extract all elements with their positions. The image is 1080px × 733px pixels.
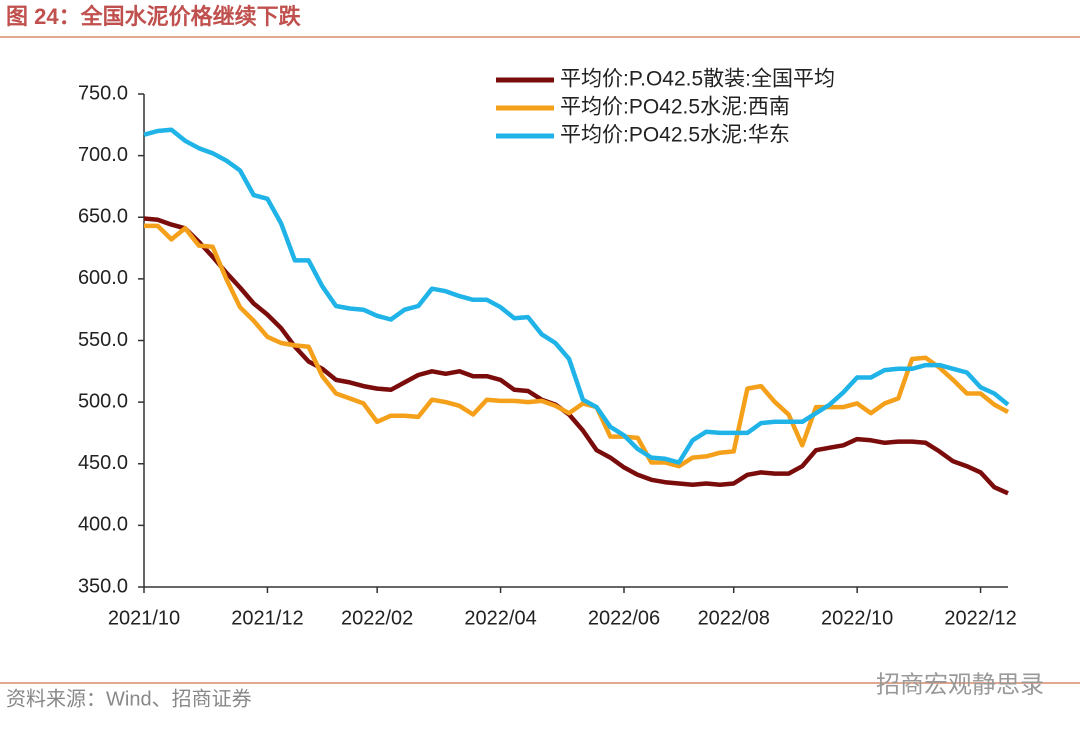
series-line: [143, 216, 1009, 496]
y-tick-label: 500.0: [78, 390, 128, 412]
x-tick-label: 2022/02: [341, 607, 413, 629]
x-tick-label: 2022/04: [464, 607, 536, 629]
legend-label: 平均价:PO42.5水泥:西南: [560, 96, 790, 119]
figure-title: 图 24：全国水泥价格继续下跌: [6, 4, 302, 29]
y-tick-label: 600.0: [78, 267, 128, 289]
y-tick-label: 350.0: [78, 575, 128, 597]
y-tick-label: 700.0: [78, 144, 128, 166]
x-tick-label: 2021/12: [231, 607, 303, 629]
watermark: 招商宏观静思录: [876, 671, 1044, 698]
series-line: [143, 127, 1010, 465]
x-tick-label: 2022/08: [698, 607, 770, 629]
x-tick-label: 2021/10: [108, 607, 180, 629]
x-tick-label: 2022/10: [821, 607, 893, 629]
y-tick-label: 450.0: [78, 452, 128, 474]
y-tick-label: 650.0: [78, 206, 128, 228]
x-tick-label: 2022/12: [944, 607, 1016, 629]
legend-label: 平均价:PO42.5水泥:华东: [560, 124, 790, 147]
y-tick-label: 400.0: [78, 514, 128, 536]
y-tick-label: 750.0: [78, 82, 128, 104]
series-line: [144, 223, 1010, 469]
x-tick-label: 2022/06: [588, 607, 660, 629]
y-tick-label: 550.0: [78, 329, 128, 351]
source-note: 资料来源：Wind、招商证券: [6, 687, 252, 710]
legend-label: 平均价:P.O42.5散装:全国平均: [560, 68, 835, 91]
